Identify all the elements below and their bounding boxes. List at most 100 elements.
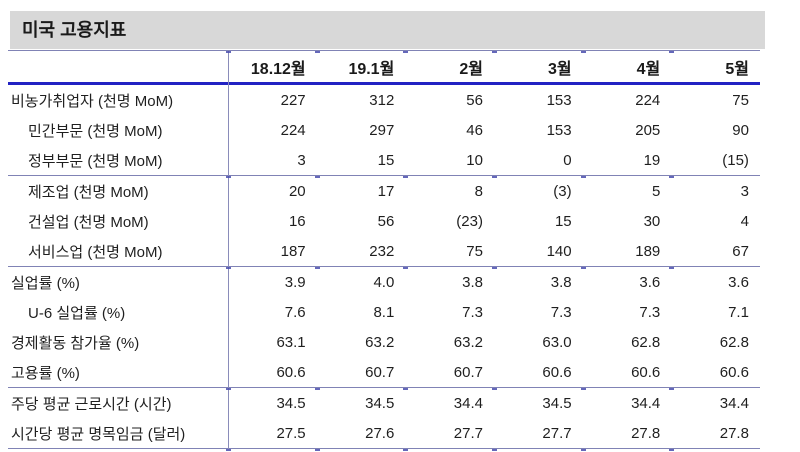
- table-row: 서비스업 (천명 MoM) 187 232 75 140 189 67: [8, 236, 760, 266]
- cell-value: 62.8: [631, 333, 661, 351]
- grid-tick: [669, 50, 675, 53]
- cell-value: 312: [369, 91, 395, 109]
- cell-value: 27.6: [365, 424, 395, 442]
- grid-tick: [314, 387, 320, 390]
- grid-tick: [669, 175, 675, 178]
- grid-tick: [226, 175, 231, 178]
- cell-value: 63.2: [365, 333, 395, 351]
- row-label: 주당 평균 근로시간 (시간): [11, 395, 172, 413]
- cell-value: 60.6: [719, 363, 749, 381]
- cell-value: 34.4: [719, 394, 749, 412]
- cell-value: 3.6: [639, 273, 661, 291]
- cell-value: 227: [280, 91, 306, 109]
- cell-value: 34.4: [631, 394, 661, 412]
- cell-value: 3.8: [550, 273, 572, 291]
- table-row: 실업률 (%) 3.9 4.0 3.8 3.8 3.6 3.6: [8, 267, 760, 297]
- cell-value: 46: [466, 121, 483, 139]
- table-row: 시간당 평균 명목임금 (달러) 27.5 27.6 27.7 27.7 27.8 27.8: [8, 418, 760, 448]
- column-header: 3월: [548, 60, 572, 78]
- cell-value: 7.3: [550, 303, 572, 321]
- cell-value: 34.5: [542, 394, 572, 412]
- grid-tick: [492, 387, 497, 390]
- cell-value: 3.8: [462, 273, 483, 291]
- table-row: 건설업 (천명 MoM) 16 56 (23) 15 30 4: [8, 206, 760, 236]
- cell-value: 8: [474, 182, 483, 200]
- table-header-row: 18.12월 19.1월 2월 3월 4월 5월: [8, 51, 760, 85]
- cell-value: 224: [280, 121, 306, 139]
- cell-value: 30: [643, 212, 661, 230]
- grid-tick: [314, 175, 320, 178]
- grid-tick: [580, 50, 586, 53]
- cell-value: 8.1: [373, 303, 395, 321]
- grid-tick: [226, 266, 231, 269]
- cell-value: 27.5: [276, 424, 306, 442]
- row-label: 정부부문 (천명 MoM): [28, 152, 163, 170]
- cell-value: 19: [643, 151, 661, 169]
- cell-value: 75: [732, 91, 749, 109]
- cell-value: 4.0: [373, 273, 395, 291]
- row-label: 실업률 (%): [11, 274, 80, 292]
- grid-tick: [492, 175, 497, 178]
- grid-tick: [580, 266, 586, 269]
- cell-value: 56: [377, 212, 395, 230]
- cell-value: 75: [466, 242, 483, 260]
- cell-value: 27.8: [719, 424, 749, 442]
- grid-tick: [226, 448, 231, 451]
- cell-value: 140: [546, 242, 572, 260]
- cell-value: 3: [297, 151, 306, 169]
- cell-value: 15: [554, 212, 572, 230]
- cell-value: 3: [740, 182, 749, 200]
- grid-tick: [403, 175, 409, 178]
- column-divider-line: [228, 51, 229, 449]
- cell-value: 60.6: [631, 363, 661, 381]
- table-row: 민간부문 (천명 MoM) 224 297 46 153 205 90: [8, 115, 760, 145]
- table-row: 고용률 (%) 60.6 60.7 60.7 60.6 60.6 60.6: [8, 357, 760, 387]
- row-label: 서비스업 (천명 MoM): [28, 243, 163, 261]
- column-header: 18.12월: [250, 60, 306, 78]
- grid-tick: [580, 387, 586, 390]
- cell-value: 60.7: [453, 363, 483, 381]
- table-row: 경제활동 참가율 (%) 63.1 63.2 63.2 63.0 62.8 62.8: [8, 327, 760, 357]
- cell-value: 153: [546, 91, 572, 109]
- grid-tick: [403, 50, 409, 53]
- cell-value: 5: [651, 182, 661, 200]
- grid-tick: [580, 175, 586, 178]
- grid-tick: [314, 448, 320, 451]
- row-label: 민간부문 (천명 MoM): [28, 122, 163, 140]
- cell-value: 90: [732, 121, 749, 139]
- grid-tick: [669, 387, 675, 390]
- cell-value: 0: [563, 151, 572, 169]
- cell-value: 63.0: [542, 333, 572, 351]
- cell-value: 62.8: [719, 333, 749, 351]
- cell-value: 67: [732, 242, 749, 260]
- cell-value: 63.2: [453, 333, 483, 351]
- row-group: 제조업 (천명 MoM) 20 17 8 (3) 5 3 건설업 (천명 MoM) 16 56 (2…: [8, 176, 760, 267]
- table-title-bar: 미국 고용지표: [10, 11, 765, 49]
- cell-value: 60.6: [276, 363, 306, 381]
- cell-value: 3.6: [728, 273, 749, 291]
- cell-value: 56: [466, 91, 483, 109]
- grid-tick: [403, 448, 409, 451]
- cell-value: 7.6: [284, 303, 306, 321]
- table-body: 비농가취업자 (천명 MoM) 227 312 56 153 224 75 민간부문 (천명 …: [8, 85, 760, 449]
- grid-tick: [314, 266, 320, 269]
- cell-value: 7.1: [728, 303, 749, 321]
- column-header: 2월: [459, 60, 483, 78]
- grid-tick: [580, 448, 586, 451]
- column-header: 19.1월: [348, 60, 395, 78]
- row-group: 실업률 (%) 3.9 4.0 3.8 3.8 3.6 3.6 U-6 실업률 (%) 7.6 8…: [8, 267, 760, 388]
- cell-value: 34.5: [276, 394, 306, 412]
- table-row: 비농가취업자 (천명 MoM) 227 312 56 153 224 75: [8, 85, 760, 115]
- grid-tick: [492, 448, 497, 451]
- employment-table: 18.12월 19.1월 2월 3월 4월 5월 비농가취업자 (천명 MoM)…: [8, 50, 760, 451]
- cell-value: 3.9: [284, 273, 306, 291]
- row-label: U-6 실업률 (%): [28, 304, 126, 322]
- cell-value: 27.7: [542, 424, 572, 442]
- grid-tick: [403, 266, 409, 269]
- row-label: 시간당 평균 명목임금 (달러): [11, 425, 186, 443]
- cell-value: 27.8: [631, 424, 661, 442]
- row-group: 비농가취업자 (천명 MoM) 227 312 56 153 224 75 민간부문 (천명 …: [8, 85, 760, 176]
- row-label: 비농가취업자 (천명 MoM): [11, 92, 174, 110]
- grid-tick: [314, 50, 320, 53]
